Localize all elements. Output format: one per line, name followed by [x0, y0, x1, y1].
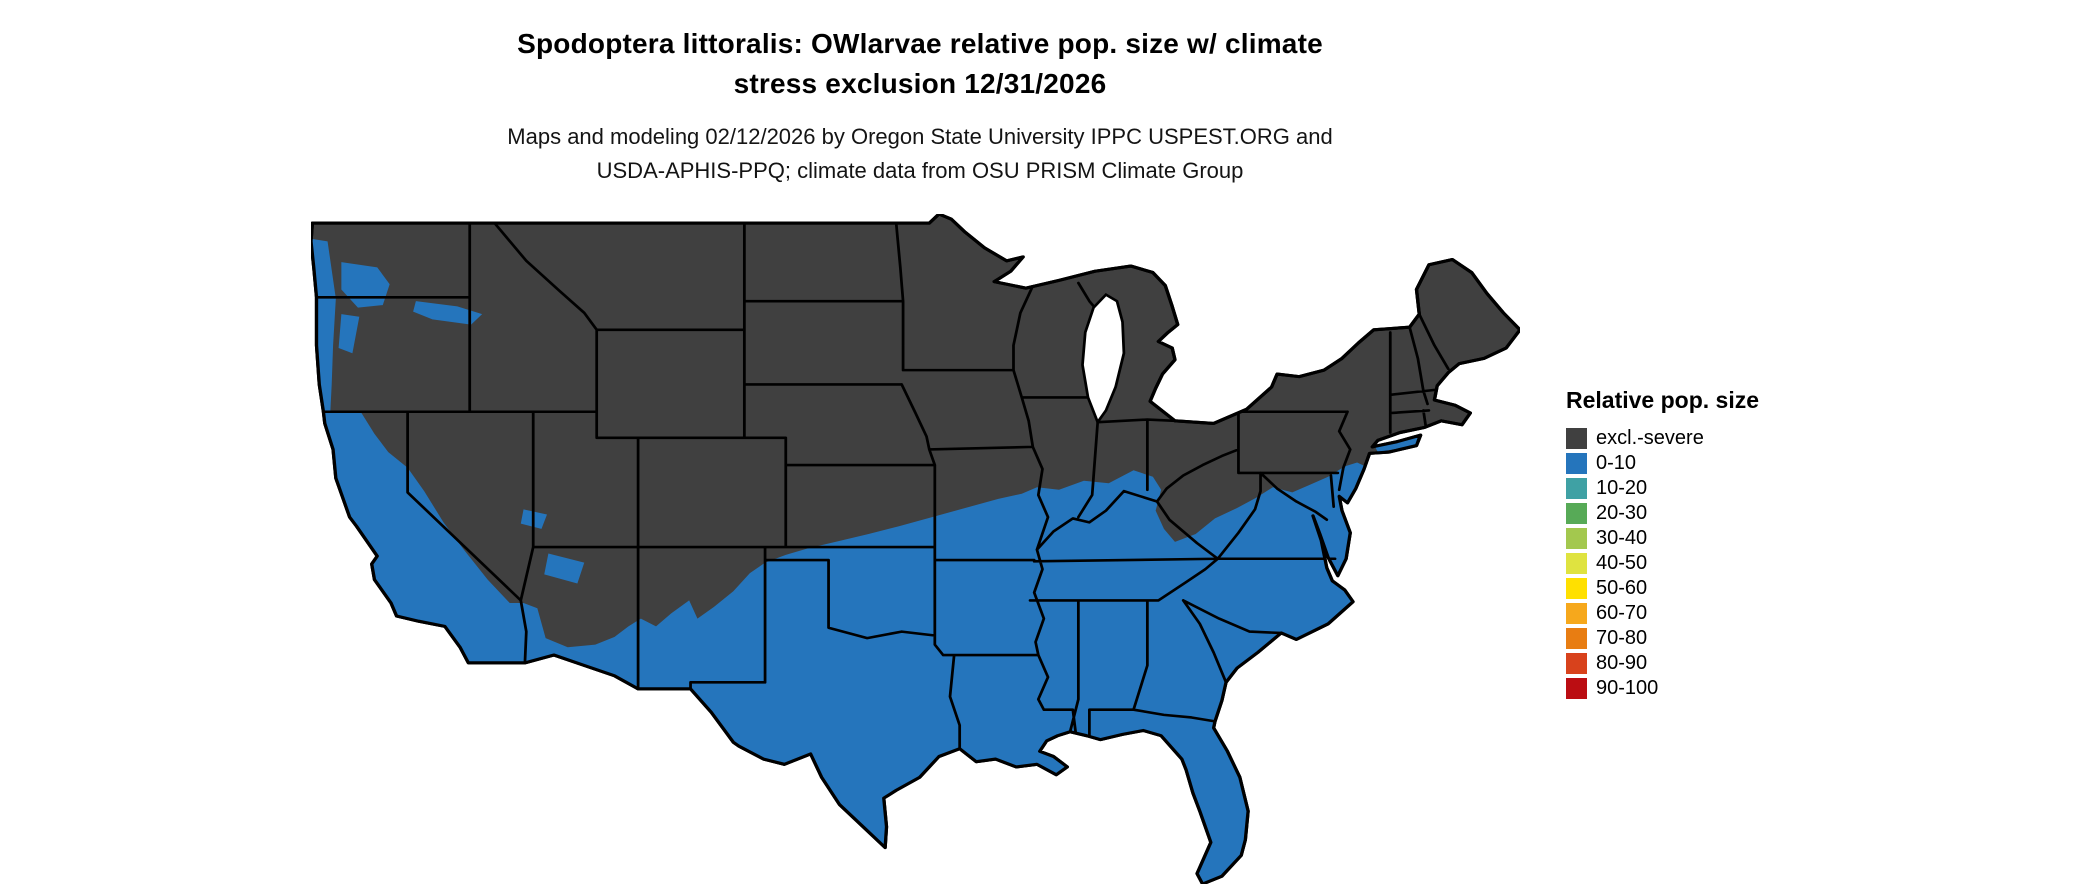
- legend-item-label: 40-50: [1596, 552, 1648, 574]
- map-title-line1: Spodoptera littoralis: OWlarvae relative…: [517, 28, 1323, 59]
- map-legend: Relative pop. size excl.-severe 0-10 10-20…: [1566, 386, 1826, 701]
- us-map: [311, 214, 1520, 884]
- legend-item: 30-40: [1566, 526, 1826, 551]
- legend-swatch: [1566, 653, 1587, 674]
- legend-item: 20-30: [1566, 501, 1826, 526]
- legend-item-label: 30-40: [1596, 527, 1648, 549]
- legend-item: 40-50: [1566, 551, 1826, 576]
- legend-item-label: 80-90: [1596, 652, 1648, 674]
- map-subtitle-line2: USDA-APHIS-PPQ; climate data from OSU PR…: [596, 158, 1244, 183]
- legend-title: Relative pop. size: [1566, 387, 1760, 413]
- map-subtitle-line1: Maps and modeling 02/12/2026 by Oregon S…: [507, 124, 1333, 149]
- state-borders: [311, 221, 1450, 750]
- legend-item-label: 50-60: [1596, 577, 1648, 599]
- legend-item: excl.-severe: [1566, 426, 1826, 451]
- map-title-line2: stress exclusion 12/31/2026: [733, 68, 1107, 99]
- legend-item: 90-100: [1566, 676, 1826, 701]
- legend-item-label: 60-70: [1596, 602, 1648, 624]
- legend-swatch: [1566, 528, 1587, 549]
- legend-item-label: 70-80: [1596, 627, 1648, 649]
- legend-swatch: [1566, 578, 1587, 599]
- map-title: Spodoptera littoralis: OWlarvae relative…: [0, 24, 1840, 104]
- lake-michigan: [1081, 292, 1126, 426]
- legend-item-label: 90-100: [1596, 677, 1659, 699]
- legend-item-label: 10-20: [1596, 477, 1648, 499]
- legend-swatch: [1566, 628, 1587, 649]
- legend-item-label: excl.-severe: [1596, 427, 1704, 449]
- legend-swatch: [1566, 453, 1587, 474]
- map-subtitle: Maps and modeling 02/12/2026 by Oregon S…: [0, 120, 1840, 188]
- legend-swatch: [1566, 478, 1587, 499]
- legend-item: 50-60: [1566, 576, 1826, 601]
- legend-swatch: [1566, 553, 1587, 574]
- legend-item: 70-80: [1566, 626, 1826, 651]
- legend-item-label: 20-30: [1596, 502, 1648, 524]
- legend-item-label: 0-10: [1596, 452, 1637, 474]
- legend-item: 60-70: [1566, 601, 1826, 626]
- legend-swatch: [1566, 428, 1587, 449]
- legend-item: 0-10: [1566, 451, 1826, 476]
- legend-swatch: [1566, 603, 1587, 624]
- legend-items: excl.-severe 0-10 10-20 20-30 30-40 40-50 50-6…: [1566, 426, 1826, 701]
- legend-swatch: [1566, 503, 1587, 524]
- legend-item: 10-20: [1566, 476, 1826, 501]
- us-outline: [311, 214, 1520, 884]
- map-header: Spodoptera littoralis: OWlarvae relative…: [0, 24, 1840, 188]
- legend-item: 80-90: [1566, 651, 1826, 676]
- legend-swatch: [1566, 678, 1587, 699]
